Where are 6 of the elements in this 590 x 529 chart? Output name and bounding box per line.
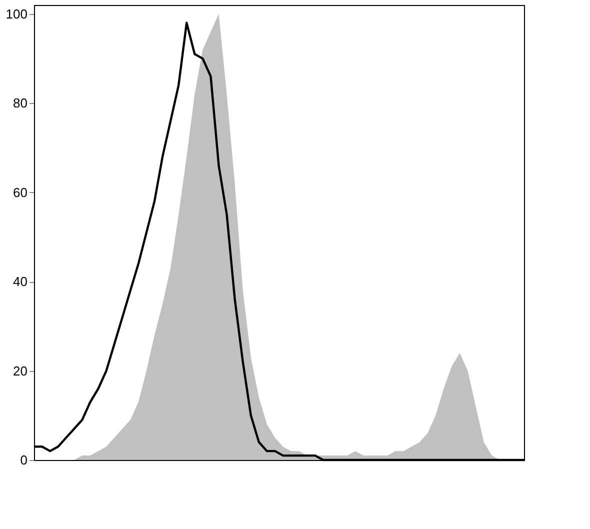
y-tick-label: 40 [13,274,28,290]
y-tick-label: 80 [13,96,28,111]
y-tick-label: 20 [13,363,28,378]
y-tick-label: 60 [13,184,28,200]
y-tick-label: 100 [6,6,28,22]
y-tick-label: 0 [20,452,28,468]
